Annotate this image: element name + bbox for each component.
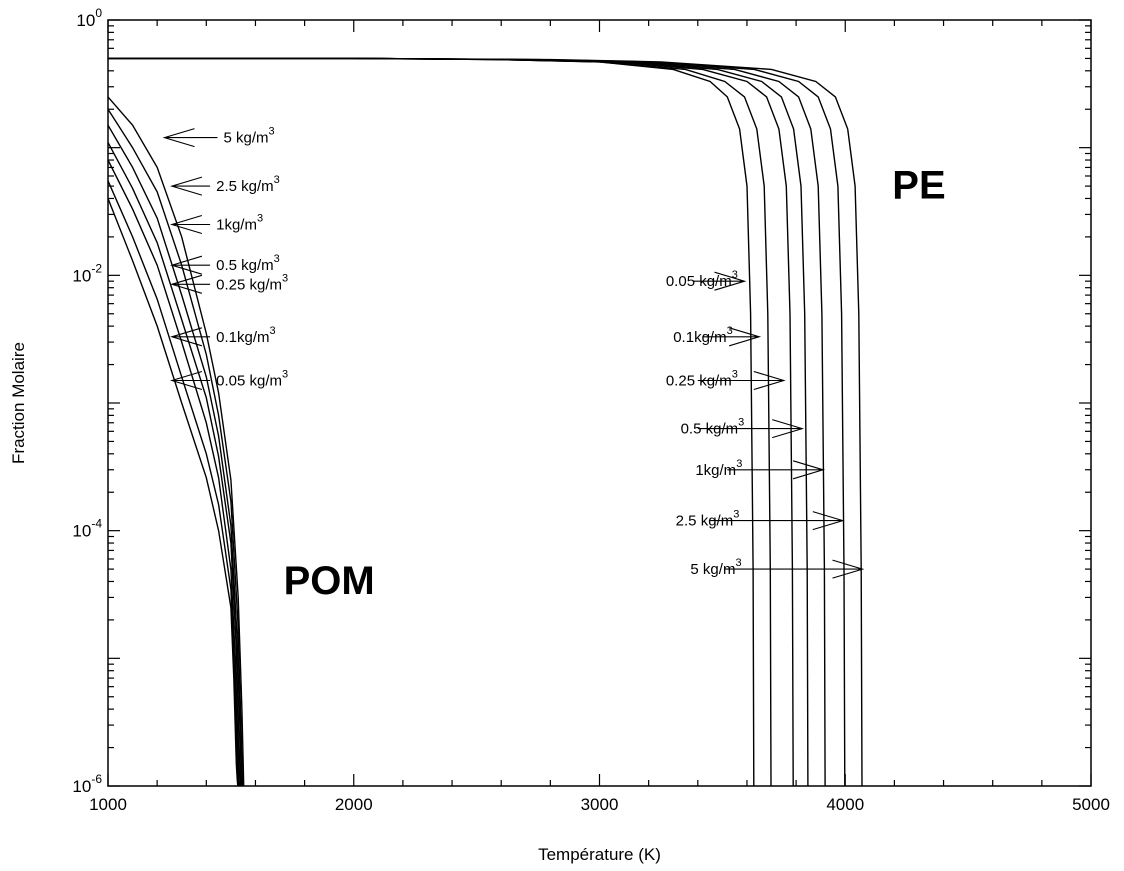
annotation-label: 5 kg/m3: [224, 126, 275, 147]
x-tick-label: 1000: [89, 795, 127, 814]
group-label-pom: POM: [284, 559, 375, 603]
annotation-arrow: [169, 370, 211, 391]
annotation-arrow: [162, 128, 218, 148]
series-line-pom: [107, 124, 243, 787]
annotation-label: 1kg/m3: [695, 458, 742, 479]
annotation-arrow: [724, 559, 865, 579]
annotation-label: 0.1kg/m3: [673, 325, 732, 346]
annotation-arrow: [169, 255, 211, 275]
annotation-label: 1kg/m3: [216, 213, 263, 234]
annotation-label: 0.25 kg/m3: [216, 272, 288, 293]
annotation-arrow: [702, 327, 762, 347]
annotation-label: 0.25 kg/m3: [666, 369, 738, 390]
tick-labels: 1000 2000 3000 4000 5000 100 10-2 10-4 10-6: [72, 6, 1110, 814]
annotation-arrow: [710, 511, 845, 531]
series-line-pom: [107, 198, 239, 787]
series-line-pe: [108, 57, 863, 787]
annotation-label: 0.5 kg/m3: [216, 253, 280, 274]
y-tick-label: 10-2: [72, 261, 102, 285]
annotation-arrow: [169, 327, 211, 347]
annotation-label: 0.5 kg/m3: [681, 417, 745, 438]
y-tick-label: 10-6: [72, 772, 102, 796]
annotation-label: 0.1kg/m3: [216, 325, 275, 346]
annotation-arrow: [727, 460, 826, 480]
annotation-arrow: [697, 419, 805, 439]
y-axis-title: Fraction Molaire: [9, 342, 28, 464]
x-tick-label: 3000: [581, 795, 619, 814]
annotation-arrow: [692, 271, 747, 291]
x-tick-label: 4000: [826, 795, 864, 814]
x-axis-title: Température (K): [538, 845, 661, 864]
series-line-pom: [107, 159, 241, 787]
x-tick-label: 5000: [1072, 795, 1110, 814]
annotation-arrows: [162, 128, 865, 579]
series-line-pom: [107, 108, 244, 787]
series-line-pom: [107, 142, 242, 787]
curves: [107, 57, 863, 787]
annotation-label: 2.5 kg/m3: [676, 509, 740, 530]
annotation-label: 2.5 kg/m3: [216, 174, 280, 195]
annotation-label: 5 kg/m3: [690, 557, 741, 578]
series-line-pom: [107, 96, 245, 787]
y-tick-label: 10-4: [72, 517, 102, 541]
group-label-pe: PE: [892, 163, 945, 207]
x-tick-label: 2000: [335, 795, 373, 814]
annotation-arrow: [169, 274, 211, 294]
annotation-label: 0.05 kg/m3: [666, 269, 738, 290]
annotation-arrow: [169, 176, 211, 196]
group-labels: POM PE: [284, 163, 946, 602]
plot-frame: [107, 19, 1092, 787]
annotation-label: 0.05 kg/m3: [216, 369, 288, 390]
annotation-arrow: [169, 214, 211, 235]
annotation-arrow: [697, 370, 786, 391]
y-tick-label: 100: [76, 6, 102, 30]
series-line-pom: [107, 180, 240, 787]
